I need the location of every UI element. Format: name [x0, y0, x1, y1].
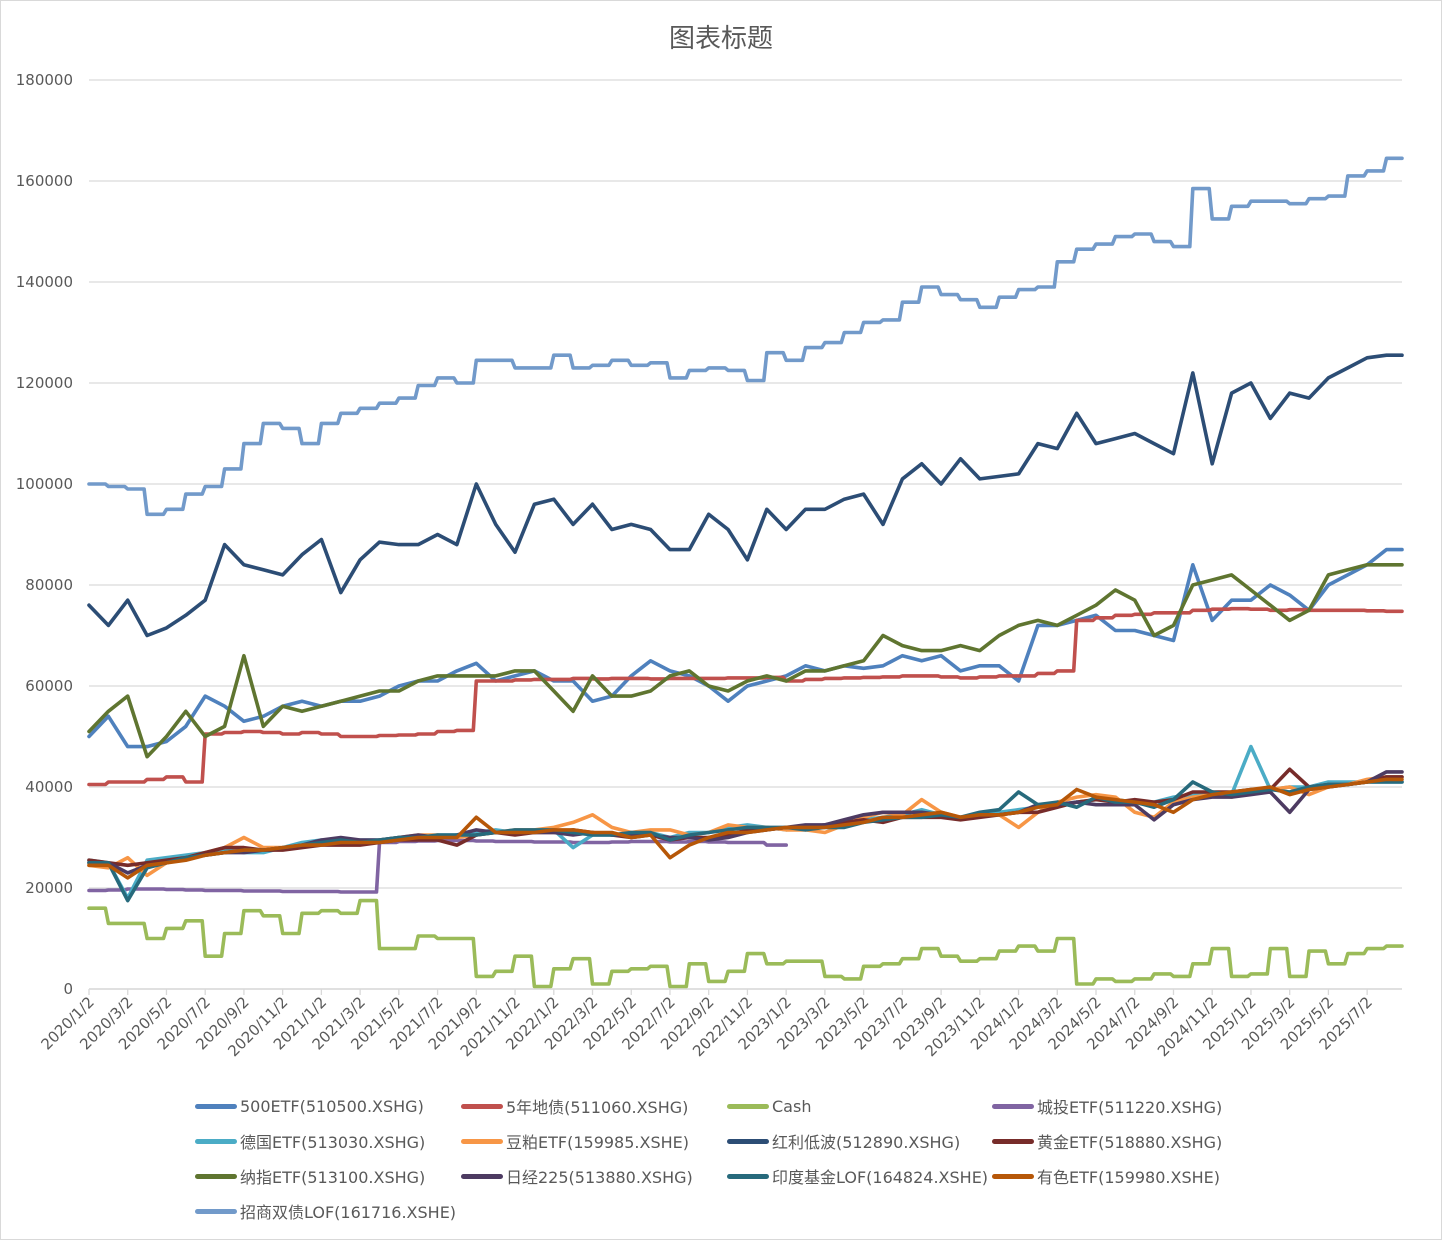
series-line: [87, 606, 1404, 787]
y-axis: 0 20000 40000 60000 80000 100000 120000 140000 1…: [16, 71, 73, 998]
series-line: [87, 547, 1404, 749]
legend-item[interactable]: 500ETF(510500.XSHG): [195, 1096, 424, 1116]
y-tick-label: 120000: [16, 374, 73, 392]
series-line: [87, 744, 1404, 900]
gridlines: [89, 79, 1402, 990]
series-line: [87, 767, 1404, 868]
legend-swatch: [992, 1138, 1034, 1144]
legend-label: 有色ETF(159980.XSHE): [1037, 1168, 1220, 1187]
y-tick-label: 160000: [16, 172, 73, 190]
legend-label: 5年地债(511060.XSHG): [506, 1098, 689, 1117]
legend-swatch: [195, 1138, 237, 1144]
legend-swatch: [727, 1173, 769, 1179]
legend-swatch: [727, 1103, 769, 1109]
legend-label: 日经225(513880.XSHG): [506, 1168, 693, 1187]
x-axis: 2020/1/22020/3/22020/5/22020/7/22020/9/2…: [37, 988, 1402, 1060]
legend-label: 德国ETF(513030.XSHG): [240, 1133, 426, 1152]
legend-swatch: [992, 1103, 1034, 1109]
legend-label: 纳指ETF(513100.XSHG): [240, 1168, 426, 1187]
legend-swatch: [195, 1103, 237, 1109]
y-tick-label: 40000: [25, 778, 73, 796]
series-lines: [87, 156, 1404, 989]
legend-item[interactable]: 城投ETF(511220.XSHG): [992, 1096, 1223, 1117]
legend-item[interactable]: 招商双债LOF(161716.XSHE): [195, 1201, 457, 1222]
legend-item[interactable]: Cash: [727, 1096, 811, 1116]
legend-label: 红利低波(512890.XSHG): [772, 1133, 961, 1152]
legend-item[interactable]: 有色ETF(159980.XSHE): [992, 1166, 1220, 1187]
legend-label: 招商双债LOF(161716.XSHE): [240, 1203, 457, 1222]
series-line: [87, 563, 1404, 759]
y-tick-label: 60000: [25, 677, 73, 695]
y-tick-label: 80000: [25, 576, 73, 594]
y-tick-label: 100000: [16, 475, 73, 493]
chart-title: 图表标题: [668, 24, 773, 54]
legend-swatch: [727, 1138, 769, 1144]
y-tick-label: 0: [63, 980, 73, 998]
legend-label: Cash: [772, 1096, 812, 1116]
legend-label: 印度基金LOF(164824.XSHE): [772, 1168, 989, 1187]
legend-item[interactable]: 日经225(513880.XSHG): [461, 1166, 693, 1187]
y-tick-label: 180000: [16, 71, 73, 89]
legend-swatch: [992, 1173, 1034, 1179]
legend-label: 豆粕ETF(159985.XSHE): [506, 1133, 689, 1152]
legend-swatch: [195, 1173, 237, 1179]
legend-item[interactable]: 黄金ETF(518880.XSHG): [992, 1131, 1223, 1152]
series-line: [87, 777, 1404, 880]
legend-label: 城投ETF(511220.XSHG): [1037, 1098, 1223, 1117]
legend-item[interactable]: 纳指ETF(513100.XSHG): [195, 1166, 426, 1187]
legend-label: 500ETF(510500.XSHG): [240, 1096, 424, 1116]
legend-item[interactable]: 红利低波(512890.XSHG): [727, 1131, 961, 1152]
series-line: [87, 898, 1404, 989]
legend-label: 黄金ETF(518880.XSHG): [1037, 1133, 1223, 1152]
legend-swatch: [461, 1103, 503, 1109]
series-line: [87, 156, 1404, 517]
y-tick-label: 140000: [16, 273, 73, 291]
legend-swatch: [461, 1138, 503, 1144]
legend-item[interactable]: 德国ETF(513030.XSHG): [195, 1131, 426, 1152]
series-line: [87, 353, 1404, 638]
legend-item[interactable]: 5年地债(511060.XSHG): [461, 1096, 689, 1117]
y-tick-label: 20000: [25, 879, 73, 897]
legend-swatch: [461, 1173, 503, 1179]
legend-item[interactable]: 印度基金LOF(164824.XSHE): [727, 1166, 989, 1187]
legend-item[interactable]: 豆粕ETF(159985.XSHE): [461, 1131, 689, 1152]
legend-swatch: [195, 1208, 237, 1214]
